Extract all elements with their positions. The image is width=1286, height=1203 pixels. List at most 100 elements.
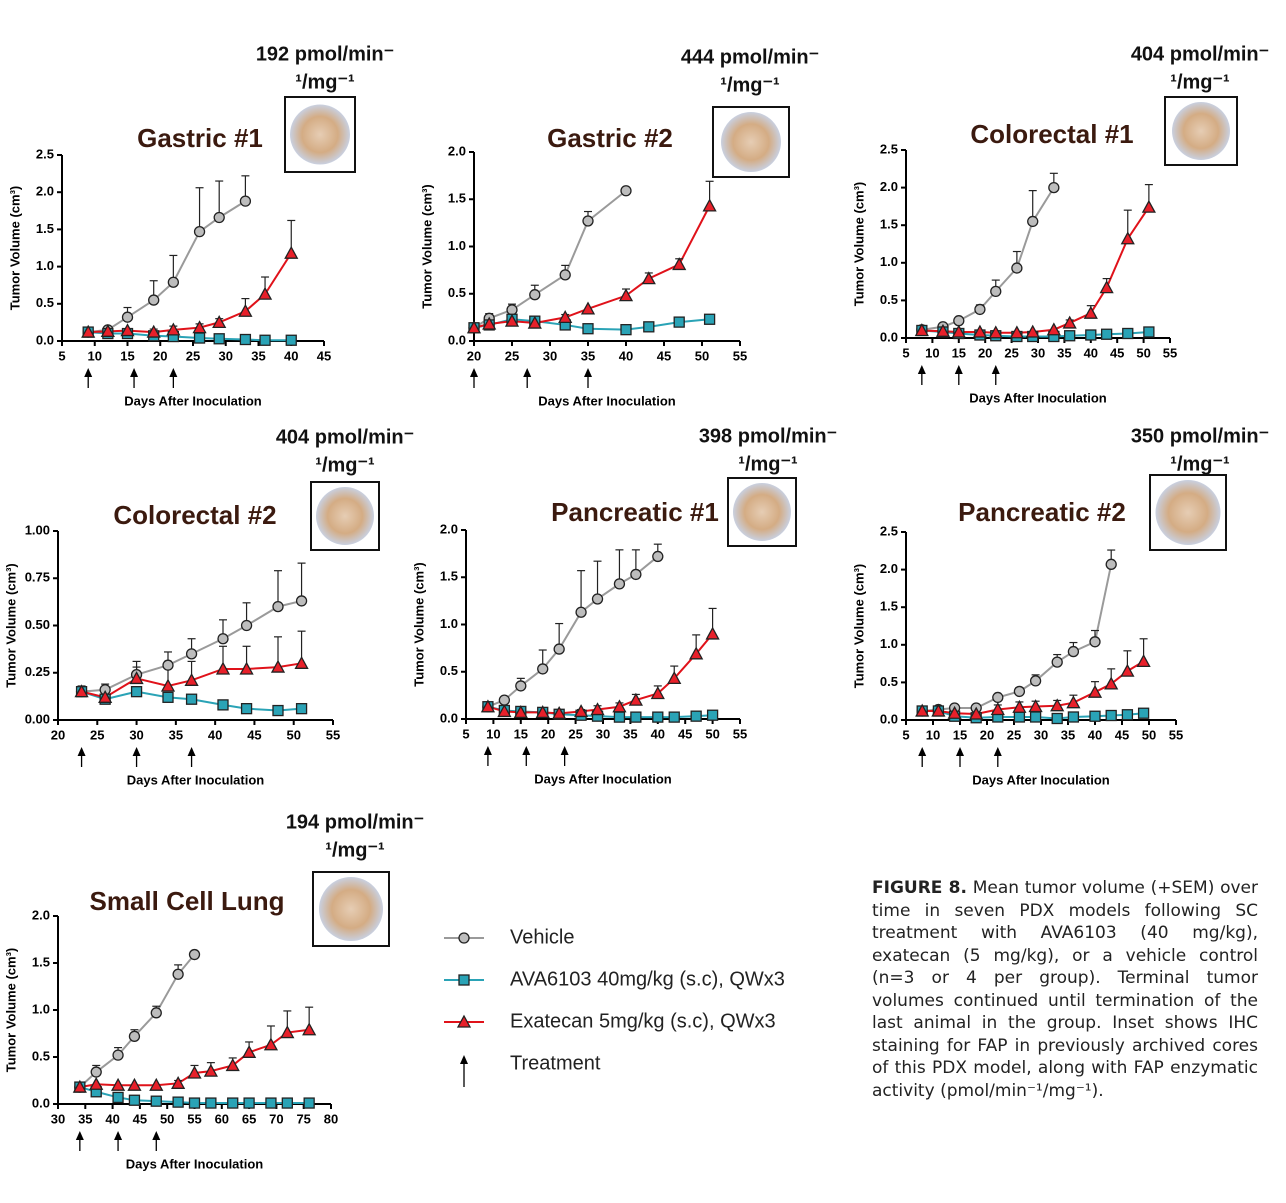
x-tick-label: 10 xyxy=(88,348,102,363)
legend-marker xyxy=(458,974,470,986)
y-axis-label: Tumor Volume (cm³) xyxy=(3,948,18,1072)
marker-square xyxy=(259,334,271,346)
treatment-arrow xyxy=(152,1131,161,1151)
marker-square xyxy=(227,1097,239,1109)
legend-label: Vehicle xyxy=(510,926,575,948)
arrow-head xyxy=(956,747,964,756)
marker-triangle xyxy=(171,1075,186,1089)
x-tick-label: 30 xyxy=(1034,727,1048,742)
ihc-inset-core xyxy=(1155,480,1221,545)
marker-triangle xyxy=(552,705,567,719)
marker-circle xyxy=(240,619,253,632)
marker-square xyxy=(272,704,284,717)
y-tick-label: 1.00 xyxy=(25,522,50,537)
marker-circle xyxy=(217,633,229,645)
marker-square xyxy=(1013,711,1026,723)
marker-triangle xyxy=(110,1077,126,1091)
treatment-arrow xyxy=(187,747,196,767)
chart-title: Pancreatic #1 xyxy=(551,497,719,527)
x-tick-label: 25 xyxy=(90,727,104,742)
activity-label: 404 pmol/min⁻ xyxy=(1131,43,1269,65)
arrow-head xyxy=(84,368,93,377)
arrow-head xyxy=(523,368,532,377)
y-tick-label: 0.5 xyxy=(880,674,898,689)
marker-circle xyxy=(128,1030,141,1042)
arrow-head xyxy=(954,365,963,374)
activity-label: 194 pmol/min⁻ xyxy=(286,811,424,833)
x-tick-label: 15 xyxy=(120,348,134,363)
x-tick-label: 50 xyxy=(286,727,300,742)
marker-square xyxy=(281,1097,293,1109)
marker-triangle xyxy=(129,671,144,685)
x-tick-label: 35 xyxy=(251,348,265,363)
marker-circle xyxy=(1027,215,1039,228)
marker-triangle xyxy=(225,1058,240,1072)
caption-label: FIGURE 8. xyxy=(872,878,967,898)
ihc-inset-core xyxy=(316,487,374,545)
marker-circle xyxy=(188,948,201,961)
arrow-head xyxy=(584,368,592,377)
marker-circle xyxy=(1048,181,1060,194)
marker-square xyxy=(295,703,308,715)
marker-square xyxy=(188,1097,201,1109)
marker-triangle xyxy=(263,1037,279,1051)
marker-triangle xyxy=(192,320,207,334)
marker-square xyxy=(690,710,702,722)
marker-circle xyxy=(630,568,642,581)
marker-square xyxy=(582,323,594,335)
x-tick-label: 65 xyxy=(242,1111,256,1126)
marker-circle xyxy=(591,593,604,605)
marker-circle xyxy=(620,185,632,197)
marker-square xyxy=(1085,329,1097,341)
ihc-inset-core xyxy=(733,483,791,541)
marker-triangle xyxy=(590,702,605,716)
marker-circle xyxy=(575,606,587,618)
x-axis-label: Days After Inoculation xyxy=(124,393,262,408)
y-axis-label: Tumor Volume (cm³) xyxy=(411,562,426,686)
marker-triangle xyxy=(1009,325,1024,339)
marker-triangle xyxy=(270,659,286,673)
marker-square xyxy=(303,1097,315,1109)
x-tick-label: 50 xyxy=(695,348,709,363)
y-tick-label: 2.5 xyxy=(880,141,898,156)
activity-label: ¹/mg⁻¹ xyxy=(325,839,385,861)
caption: FIGURE 8. Mean tumor volume (+SEM) over … xyxy=(872,877,1258,1102)
activity-label: ¹/mg⁻¹ xyxy=(738,453,798,475)
marker-square xyxy=(185,693,198,705)
x-tick-label: 50 xyxy=(160,1111,174,1126)
treatment-arrow xyxy=(77,747,86,767)
x-tick-label: 40 xyxy=(105,1111,119,1126)
legend-marker xyxy=(458,932,470,944)
marker-square xyxy=(130,686,143,698)
x-tick-label: 70 xyxy=(269,1111,283,1126)
x-tick-label: 5 xyxy=(58,348,65,363)
marker-triangle xyxy=(947,705,962,719)
arrow-head xyxy=(152,1131,161,1140)
chart-title: Colorectal #2 xyxy=(113,500,276,530)
x-tick-label: 10 xyxy=(486,726,500,741)
treatment-arrow xyxy=(130,368,139,388)
marker-triangle xyxy=(988,325,1003,339)
marker-triangle xyxy=(294,655,309,669)
x-tick-label: 50 xyxy=(1136,345,1150,360)
marker-square xyxy=(652,711,664,723)
marker-triangle xyxy=(149,1077,164,1091)
treatment-arrow xyxy=(169,368,178,388)
arrow-head xyxy=(470,368,478,377)
marker-square xyxy=(1100,328,1113,340)
marker-triangle xyxy=(1062,315,1077,329)
x-axis-label: Days After Inoculation xyxy=(534,771,672,786)
y-tick-label: 0.5 xyxy=(440,663,458,678)
error-bar xyxy=(615,549,624,584)
marker-triangle xyxy=(705,626,720,640)
marker-square xyxy=(205,1097,217,1109)
marker-circle xyxy=(148,294,160,306)
marker-triangle xyxy=(573,704,589,718)
y-tick-label: 1.5 xyxy=(36,221,54,236)
x-axis-label: Days After Inoculation xyxy=(127,772,265,787)
marker-triangle xyxy=(187,1065,202,1079)
ihc-inset-core xyxy=(290,104,350,165)
error-bar xyxy=(593,560,602,599)
treatment-arrow xyxy=(993,747,1002,767)
chart-title: Colorectal #1 xyxy=(970,119,1133,149)
